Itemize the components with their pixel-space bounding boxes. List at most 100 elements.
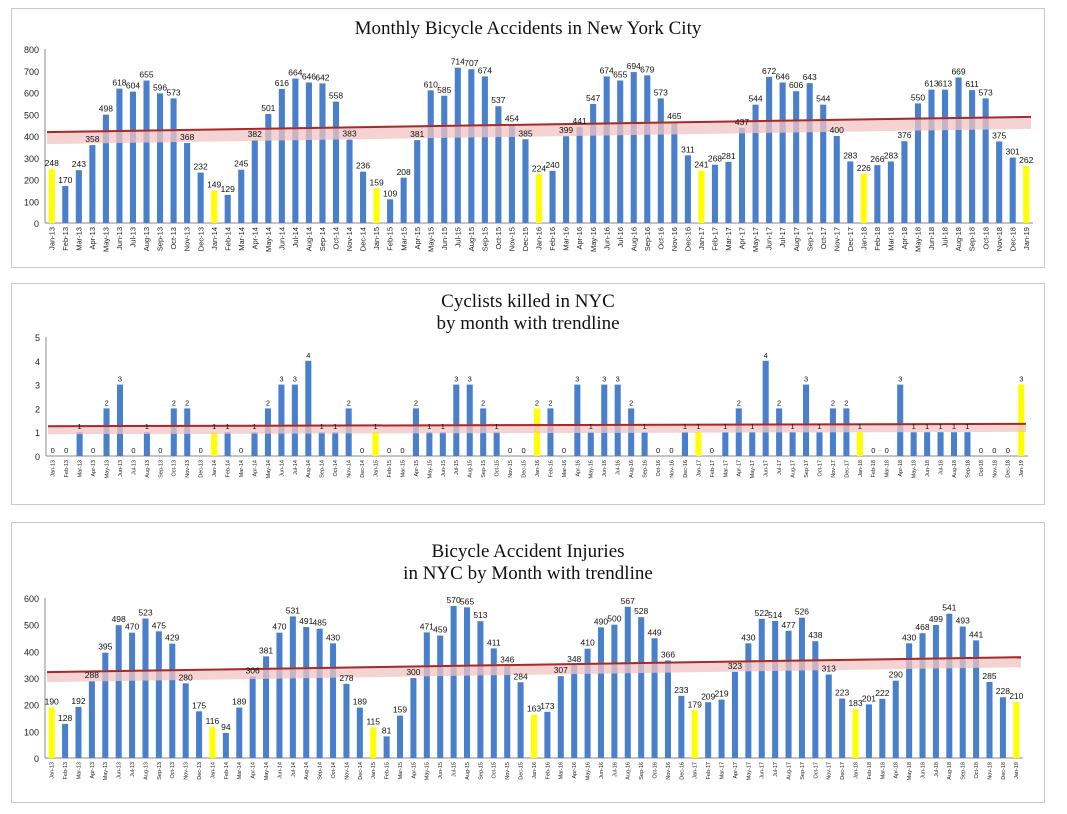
x-tick-label: Aug-15 [465,762,471,780]
injuries-chart-title: Bicycle Accident Injuries in NYC by Mont… [403,541,653,584]
x-tick-label: Sep-17 [800,762,806,780]
data-label: 1 [495,422,499,431]
bar [590,104,597,223]
data-label: 0 [979,446,983,455]
bar [1023,166,1030,223]
x-tick-label: Jan-16 [532,762,538,779]
x-tick-label: Feb-14 [223,227,232,251]
data-label: 0 [508,446,512,455]
data-label: 672 [762,66,776,76]
bar [574,384,581,456]
x-tick-label: Oct-16 [656,227,665,250]
x-tick-label: Jul-18 [934,762,940,777]
data-label: 470 [272,622,286,632]
x-tick-label: Dec-15 [521,460,527,478]
data-label: 129 [221,184,235,194]
data-label: 2 [481,398,485,407]
x-tick-label: Apr-18 [898,460,904,477]
y-tick-label: 0 [34,219,39,229]
data-label: 500 [607,614,621,624]
x-tick-label: May-18 [914,227,923,252]
x-tick-label: Dec-14 [358,762,364,780]
x-tick-label: May-14 [264,762,270,780]
data-label: 3 [575,375,579,384]
x-tick-label: Jun-17 [765,227,774,250]
data-label: 669 [951,66,965,76]
data-label: 0 [871,446,875,455]
data-label: 383 [342,129,356,139]
bar [549,170,556,223]
x-tick-label: Feb-18 [873,227,882,251]
x-tick-label: Nov-18 [992,460,998,478]
data-label: 323 [728,661,742,671]
bar [426,432,433,456]
x-tick-label: Feb-16 [548,227,557,251]
data-label: 0 [158,446,162,455]
x-tick-label: Sep-15 [481,460,487,478]
x-tick-label: Oct-13 [170,762,176,779]
bar [62,723,69,758]
data-label: 366 [661,649,675,659]
data-label: 429 [165,633,179,643]
x-tick-label: Dec-18 [1008,227,1017,251]
data-label: 1 [696,422,700,431]
data-label: 4 [306,351,310,360]
data-label: 1 [320,422,324,431]
data-label: 0 [131,446,135,455]
data-label: 395 [98,642,112,652]
data-label: 1 [938,422,942,431]
x-tick-label: Jun-15 [440,227,449,250]
x-tick-label: Jun-14 [279,460,285,477]
x-tick-label: Mar-14 [237,227,246,251]
data-label: 232 [194,162,208,172]
data-label: 348 [567,654,581,664]
trendline-band [47,115,1031,145]
x-tick-label: Jan-13 [47,227,56,250]
x-tick-label: Jun-16 [602,227,611,250]
data-label: 499 [929,614,943,624]
injuries-chart: 0100200300400500600190128192288395498470… [24,594,1024,780]
data-label: 226 [857,163,871,173]
x-tick-label: Jul-18 [941,227,950,247]
x-tick-label: Oct-17 [813,762,819,779]
data-label: 173 [540,701,554,711]
x-tick-label: Sep-17 [804,460,810,478]
data-label: 266 [870,154,884,164]
data-label: 501 [261,103,275,113]
data-label: 399 [559,125,573,135]
x-tick-label: Oct-15 [494,227,503,250]
x-tick-label: Jun-15 [438,762,444,779]
bar [758,618,765,758]
x-tick-label: Oct-18 [981,227,990,250]
data-label: 707 [464,58,478,68]
data-label: 0 [710,446,714,455]
x-tick-label: Jun-17 [764,460,770,477]
y-tick-label: 800 [24,45,39,55]
x-tick-label: Mar-13 [76,762,82,779]
x-tick-label: Mar-17 [723,460,729,477]
data-label: 313 [822,664,836,674]
x-tick-label: Oct-17 [817,460,823,477]
x-tick-label: Apr-15 [411,762,417,779]
x-tick-label: Mar-17 [719,762,725,779]
x-tick-label: Jan-19 [1022,227,1031,250]
bar [370,727,377,758]
x-tick-label: Jul-17 [778,227,787,247]
data-label: 573 [166,87,180,97]
x-tick-label: Oct-13 [172,460,178,477]
x-tick-label: Jul-18 [938,460,944,475]
bar [611,624,618,758]
x-tick-label: Jan-14 [212,460,218,477]
data-label: 3 [616,375,620,384]
x-tick-label: Jan-17 [696,460,702,477]
data-label: 385 [518,128,532,138]
x-tick-label: Jun-17 [760,762,766,779]
data-label: 1 [226,422,230,431]
data-label: 183 [848,698,862,708]
bar [289,616,296,758]
x-tick-label: Nov-15 [508,227,517,251]
x-tick-label: Aug-18 [952,460,958,478]
data-label: 0 [669,446,673,455]
x-tick-label: Aug-13 [143,762,149,780]
